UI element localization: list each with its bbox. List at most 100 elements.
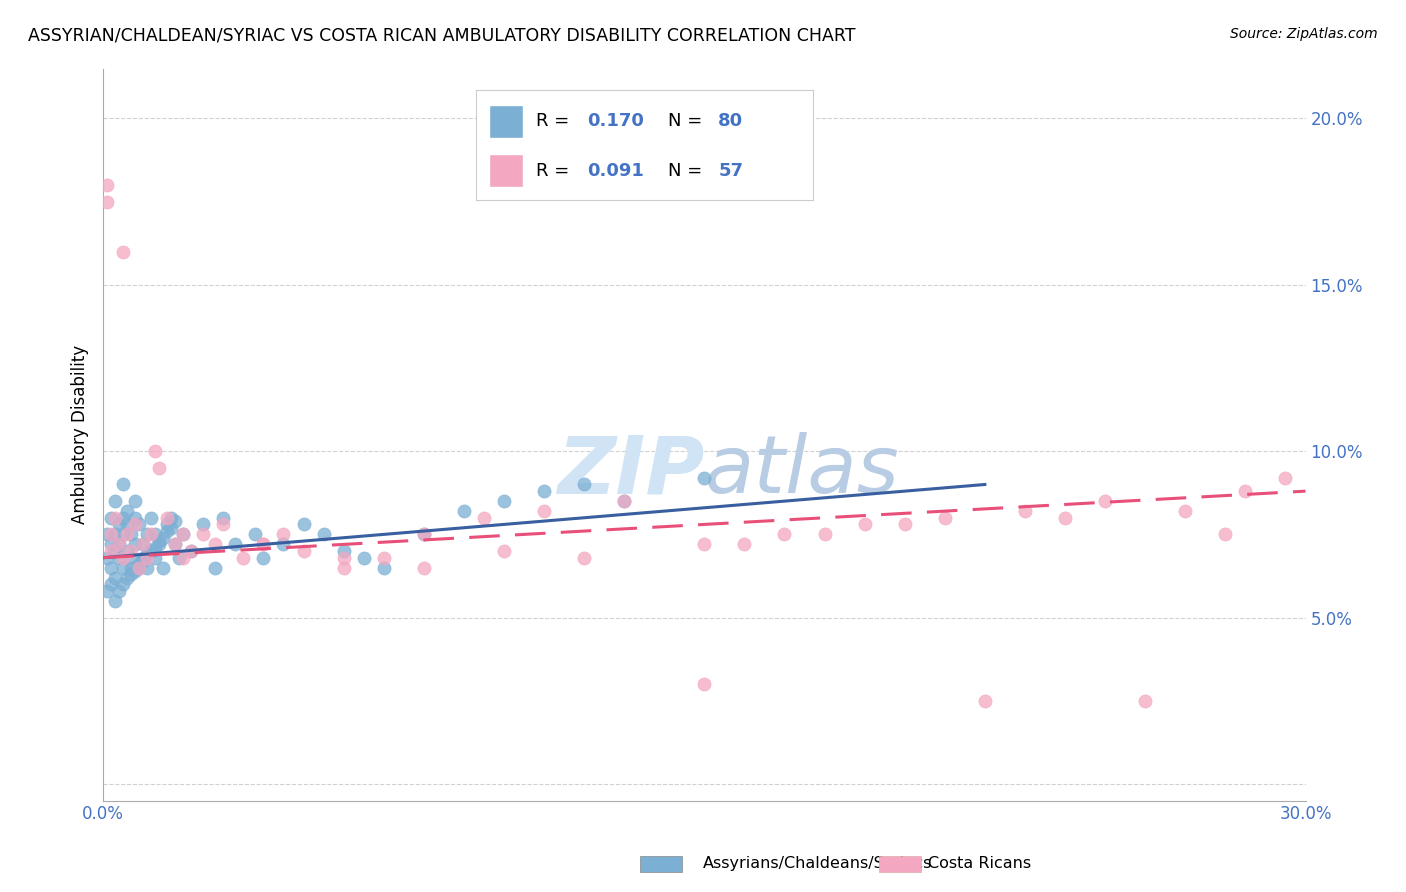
Point <box>112 527 135 541</box>
Point <box>533 504 555 518</box>
Point <box>813 527 835 541</box>
Point <box>136 547 159 561</box>
Point <box>160 521 183 535</box>
Point <box>100 560 122 574</box>
Point <box>124 537 146 551</box>
Point <box>132 554 155 568</box>
Point <box>613 494 636 508</box>
Point <box>973 694 995 708</box>
Point <box>96 550 118 565</box>
Point <box>165 537 187 551</box>
Point <box>124 564 146 578</box>
Point <box>312 527 335 541</box>
Point <box>104 571 127 585</box>
Text: atlas: atlas <box>704 433 898 510</box>
Point <box>245 527 267 541</box>
Point <box>96 194 118 209</box>
Point <box>193 517 215 532</box>
Point <box>115 517 138 532</box>
Point <box>204 560 226 574</box>
Point <box>1094 494 1116 508</box>
Point <box>115 571 138 585</box>
Point <box>165 537 187 551</box>
Point <box>252 537 274 551</box>
Point <box>120 560 142 574</box>
Point <box>115 527 138 541</box>
Point <box>252 550 274 565</box>
Point <box>141 544 163 558</box>
Text: ZIP: ZIP <box>557 433 704 510</box>
Point <box>136 560 159 574</box>
Point <box>332 544 354 558</box>
Point <box>353 550 375 565</box>
Point <box>412 527 434 541</box>
Point <box>108 584 131 599</box>
Point <box>148 460 170 475</box>
Point <box>472 510 495 524</box>
Point <box>120 550 142 565</box>
Point <box>224 537 246 551</box>
Point <box>100 577 122 591</box>
Point <box>373 550 395 565</box>
Point <box>212 510 235 524</box>
Point <box>1215 527 1237 541</box>
Point <box>148 534 170 549</box>
Point <box>172 527 194 541</box>
Point <box>96 527 118 541</box>
Point <box>132 550 155 565</box>
Point <box>156 517 179 532</box>
Point <box>412 560 434 574</box>
Point <box>292 517 315 532</box>
Point <box>1274 471 1296 485</box>
Point <box>100 537 122 551</box>
Point <box>108 537 131 551</box>
Point <box>572 477 595 491</box>
Point <box>212 517 235 532</box>
Point <box>112 577 135 591</box>
Point <box>693 537 716 551</box>
Point <box>124 494 146 508</box>
Point <box>120 567 142 582</box>
Point <box>693 471 716 485</box>
Point <box>104 510 127 524</box>
Point <box>172 527 194 541</box>
Point <box>128 560 150 574</box>
Point <box>148 537 170 551</box>
Point <box>172 550 194 565</box>
Point <box>104 527 127 541</box>
Point <box>108 537 131 551</box>
Point <box>193 527 215 541</box>
Point <box>373 560 395 574</box>
Point <box>332 560 354 574</box>
Point <box>136 527 159 541</box>
Point <box>252 537 274 551</box>
Text: Costa Ricans: Costa Ricans <box>928 856 1031 871</box>
Point <box>141 527 163 541</box>
Point <box>492 544 515 558</box>
Point <box>115 544 138 558</box>
Point <box>112 550 135 565</box>
Point <box>232 550 254 565</box>
Point <box>613 494 636 508</box>
Point <box>1135 694 1157 708</box>
Point <box>112 560 135 574</box>
Point <box>100 510 122 524</box>
Point <box>141 510 163 524</box>
Point <box>120 527 142 541</box>
Point <box>124 510 146 524</box>
Point <box>96 178 118 192</box>
Point <box>96 584 118 599</box>
Point <box>136 550 159 565</box>
Text: Source: ZipAtlas.com: Source: ZipAtlas.com <box>1230 27 1378 41</box>
Point <box>112 244 135 259</box>
Point <box>169 550 191 565</box>
Point <box>108 550 131 565</box>
Point <box>108 517 131 532</box>
Point <box>112 477 135 491</box>
Point <box>143 550 166 565</box>
Point <box>104 594 127 608</box>
Point <box>100 527 122 541</box>
Point <box>934 510 956 524</box>
Point <box>292 544 315 558</box>
Y-axis label: Ambulatory Disability: Ambulatory Disability <box>72 345 89 524</box>
